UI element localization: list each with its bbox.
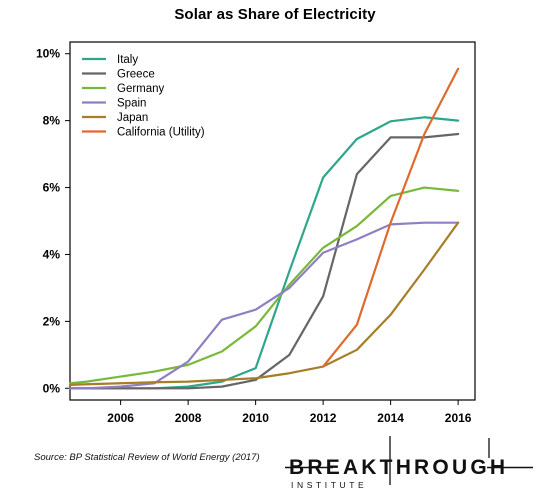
logo-subtitle: INSTITUTE bbox=[291, 480, 367, 490]
breakthrough-institute-logo: BREAKTHROUGH INSTITUTE bbox=[285, 436, 533, 490]
legend-label-greece: Greece bbox=[117, 69, 155, 81]
y-tick-label: 0% bbox=[43, 381, 61, 395]
y-tick-label: 6% bbox=[43, 181, 61, 195]
y-tick-label: 8% bbox=[43, 114, 61, 128]
series-line-california-utility bbox=[322, 67, 460, 368]
x-tick-label: 2014 bbox=[377, 411, 404, 425]
series-line-japan bbox=[68, 221, 460, 387]
series-line-spain bbox=[68, 221, 460, 390]
y-tick-label: 10% bbox=[36, 47, 60, 61]
y-tick-label: 4% bbox=[43, 247, 61, 261]
source-note: Source: BP Statistical Review of World E… bbox=[34, 452, 260, 463]
series-line-greece bbox=[68, 132, 460, 390]
legend-label-spain: Spain bbox=[117, 98, 146, 110]
legend: Italy Greece Germany Spain Japan California (… bbox=[82, 54, 205, 139]
legend-label-california-utility: California (Utility) bbox=[117, 127, 205, 139]
legend-label-japan: Japan bbox=[117, 112, 148, 124]
x-tick-label: 2016 bbox=[445, 411, 472, 425]
plot-frame bbox=[69, 41, 476, 401]
y-tick-label: 2% bbox=[43, 314, 61, 328]
axes: 2006 2008 2010 2012 2014 2016 0% 2% 4% 6% 8% 10% bbox=[36, 41, 476, 425]
x-tick-label: 2006 bbox=[107, 411, 134, 425]
series-line-germany bbox=[68, 186, 460, 385]
x-tick-label: 2012 bbox=[310, 411, 337, 425]
x-tick-label: 2010 bbox=[242, 411, 269, 425]
legend-label-italy: Italy bbox=[117, 54, 138, 66]
legend-label-germany: Germany bbox=[117, 83, 165, 95]
series-lines bbox=[68, 67, 460, 390]
logo-wordmark: BREAKTHROUGH bbox=[289, 456, 508, 479]
x-tick-label: 2008 bbox=[175, 411, 202, 425]
solar-share-line-chart: 2006 2008 2010 2012 2014 2016 0% 2% 4% 6% 8% 10% It… bbox=[36, 41, 476, 425]
chart-title: Solar as Share of Electricity bbox=[174, 6, 376, 23]
series-line-italy bbox=[68, 116, 460, 390]
